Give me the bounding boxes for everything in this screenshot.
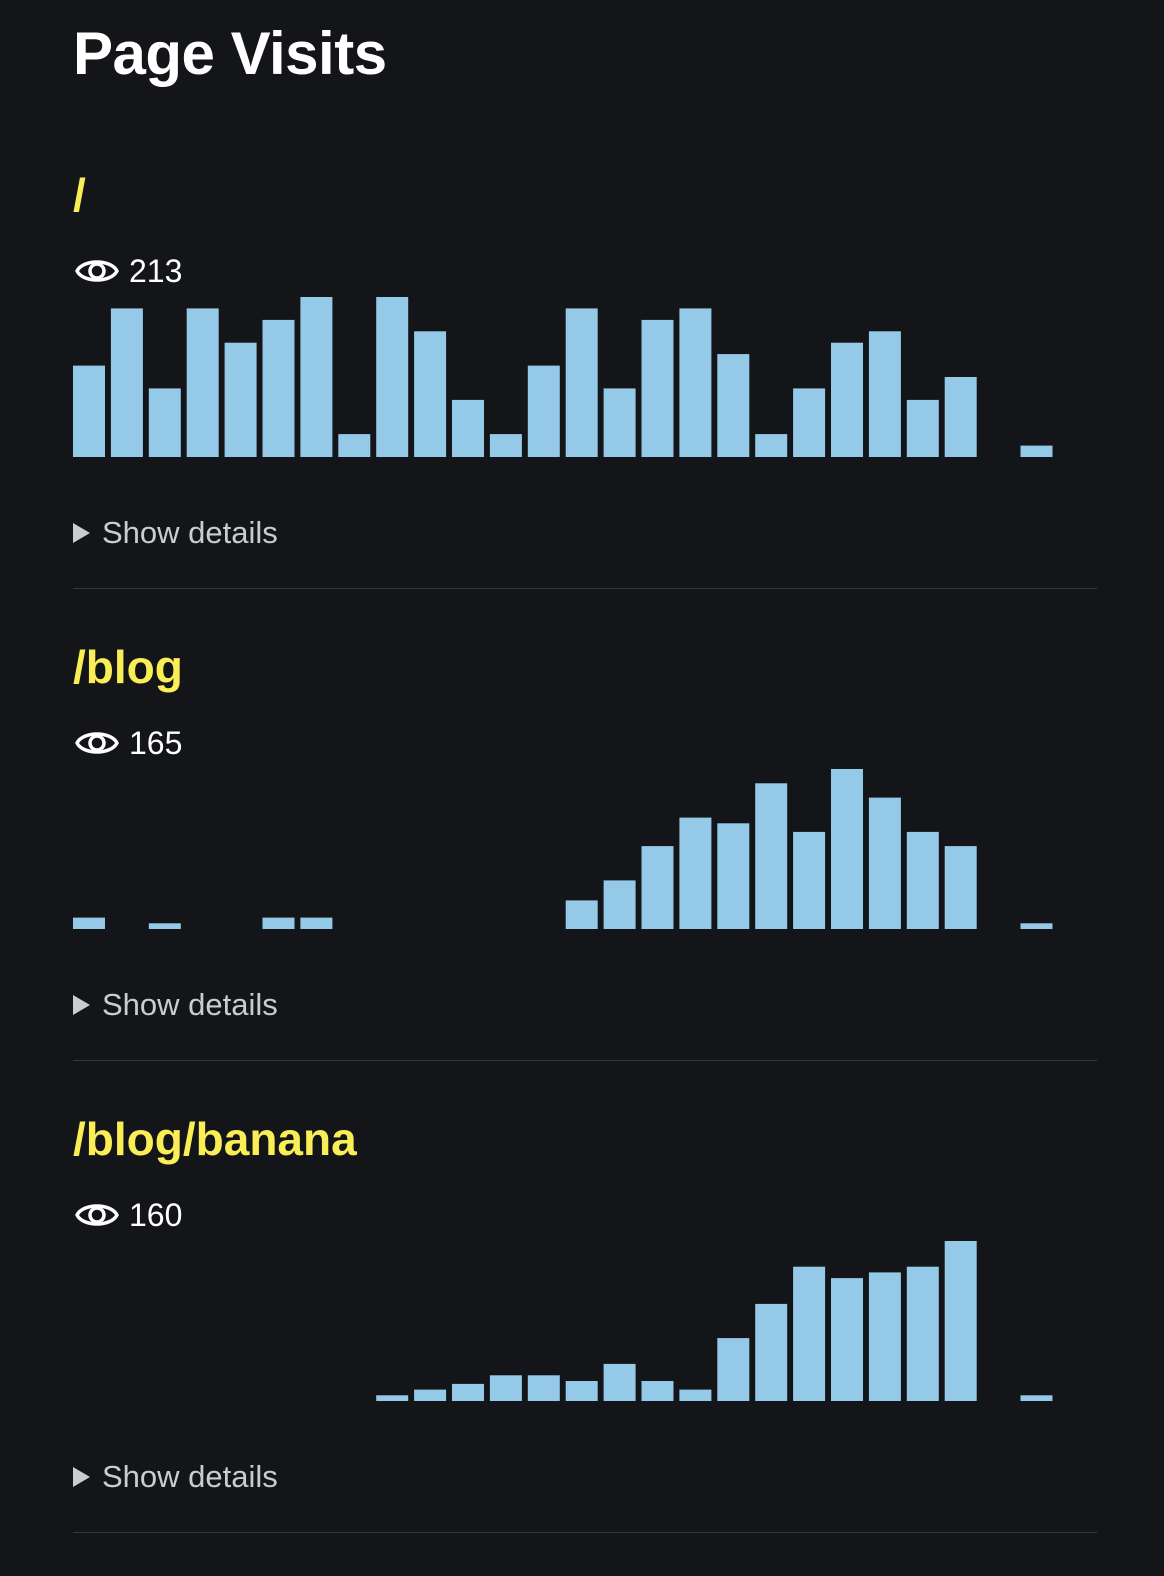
chart-bar <box>527 1375 560 1401</box>
page-section-blog: /blog 165 Show details <box>73 589 1097 1061</box>
show-details-label: Show details <box>102 987 278 1022</box>
chart-bar <box>1020 923 1053 929</box>
chart-bar <box>186 308 219 457</box>
show-details-toggle[interactable]: Show details <box>73 987 278 1023</box>
chart-bar <box>414 1389 447 1401</box>
chart-bar <box>944 846 977 929</box>
chart-bar <box>793 1266 826 1401</box>
chart-bar <box>452 399 484 457</box>
chart-bar <box>906 831 939 929</box>
chart-bar <box>679 308 712 457</box>
show-details-toggle[interactable]: Show details <box>73 1459 278 1495</box>
chart-bar <box>262 917 295 929</box>
chart-bar <box>793 831 826 929</box>
visits-bar-chart <box>73 297 1053 457</box>
chart-bar <box>148 388 181 457</box>
chart-bar <box>831 342 863 457</box>
chart-bar <box>224 342 257 457</box>
chart-bar <box>565 308 598 457</box>
page-section-blog-banana: /blog/banana 160 Show details <box>73 1061 1097 1533</box>
visit-count: 160 <box>75 1195 182 1235</box>
chart-bar <box>603 880 636 929</box>
eye-icon <box>75 1204 119 1226</box>
disclosure-triangle-icon <box>73 1467 90 1487</box>
chart-bar <box>603 1363 636 1401</box>
page-path-title[interactable]: / <box>73 169 86 221</box>
chart-bar <box>944 377 977 457</box>
chart-bar <box>300 917 333 929</box>
visits-bar-chart <box>376 1241 1053 1401</box>
chart-bar <box>603 388 636 457</box>
chart-bar <box>793 388 826 457</box>
chart-bar <box>489 434 522 457</box>
chart-bar <box>527 365 560 457</box>
chart-bar <box>755 783 788 929</box>
chart-bar <box>717 823 750 929</box>
chart-bar <box>755 434 788 457</box>
chart-bar <box>868 331 901 457</box>
visit-count-value: 165 <box>129 724 183 761</box>
chart-bar <box>110 308 143 457</box>
page-path-title[interactable]: /blog/banana <box>73 1113 357 1165</box>
chart-bar <box>944 1241 977 1401</box>
chart-bar <box>755 1303 788 1401</box>
chart-bar <box>262 319 295 457</box>
page-path-title[interactable]: /blog <box>73 641 183 693</box>
page-section-root: / 213 Show details <box>73 117 1097 589</box>
chart-bar <box>73 917 105 929</box>
chart-bar <box>868 1272 901 1401</box>
visit-count-value: 160 <box>129 1196 183 1233</box>
chart-bar <box>679 1389 712 1401</box>
chart-bar <box>338 434 371 457</box>
chart-bar <box>641 319 674 457</box>
chart-bar <box>1020 1395 1053 1401</box>
page-visits-page: Page Visits / 213 Show details /blog <box>73 20 1097 1533</box>
chart-bar <box>300 297 333 457</box>
chart-bar <box>717 1338 750 1401</box>
chart-bar <box>489 1375 522 1401</box>
visits-bar-chart <box>73 769 1053 929</box>
chart-bar <box>679 817 712 929</box>
show-details-label: Show details <box>102 515 278 550</box>
chart-bar <box>831 1278 863 1401</box>
visit-count-value: 213 <box>129 252 183 289</box>
chart-bar <box>641 846 674 929</box>
chart-bar <box>831 769 863 929</box>
eye-icon <box>75 732 119 754</box>
sections-list: / 213 Show details /blog 165 <box>73 117 1097 1533</box>
chart-bar <box>906 399 939 457</box>
chart-bar <box>565 1381 598 1401</box>
show-details-label: Show details <box>102 1459 278 1494</box>
show-details-toggle[interactable]: Show details <box>73 515 278 551</box>
chart-bar <box>414 331 447 457</box>
chart-bar <box>148 923 181 929</box>
disclosure-triangle-icon <box>73 523 90 543</box>
visit-count: 165 <box>75 723 182 763</box>
disclosure-triangle-icon <box>73 995 90 1015</box>
chart-bar <box>906 1266 939 1401</box>
chart-bar <box>717 354 750 457</box>
page-title: Page Visits <box>73 20 387 87</box>
chart-bar <box>565 900 598 929</box>
eye-icon <box>75 260 119 282</box>
chart-bar <box>452 1383 484 1401</box>
chart-bar <box>376 1395 409 1401</box>
chart-bar <box>1020 445 1053 457</box>
chart-bar <box>641 1381 674 1401</box>
chart-bar <box>73 365 105 457</box>
chart-bar <box>376 297 409 457</box>
visit-count: 213 <box>75 251 182 291</box>
chart-bar <box>868 797 901 929</box>
